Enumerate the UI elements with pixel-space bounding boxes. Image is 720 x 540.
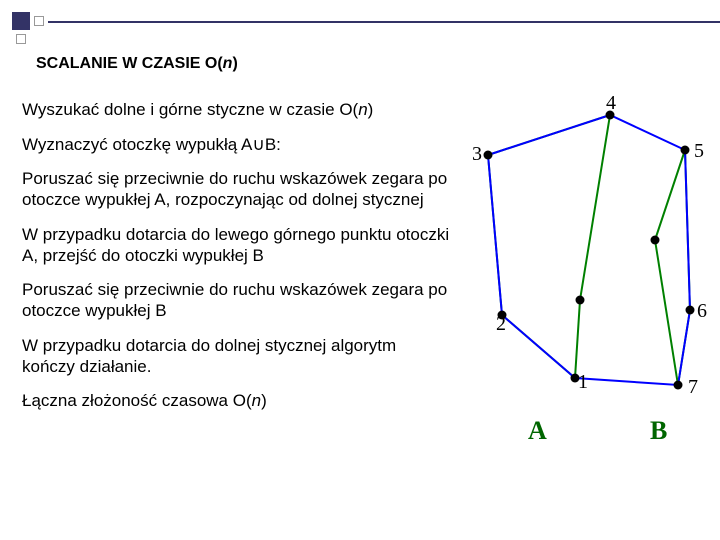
title-prefix: SCALANIE W CZASIE O( — [36, 55, 223, 72]
p2-prefix: Wyznaczyć otoczkę wypukłą A — [22, 135, 252, 154]
inner-hull-b — [655, 150, 690, 385]
p1-suffix: ) — [368, 100, 374, 119]
title-suffix: ) — [232, 55, 237, 72]
paragraph-3: Poruszać się przeciwnie do ruchu wskazów… — [22, 169, 452, 210]
point-label-B5: 5 — [694, 140, 704, 163]
point-Bi — [651, 236, 660, 245]
inner-hull-a — [488, 115, 610, 378]
p2-suffix: B: — [265, 135, 281, 154]
body-text: Wyszukać dolne i górne styczne w czasie … — [22, 100, 452, 426]
paragraph-6: W przypadku dotarcia do dolnej stycznej … — [22, 336, 452, 377]
point-Ai — [576, 296, 585, 305]
paragraph-1: Wyszukać dolne i górne styczne w czasie … — [22, 100, 452, 121]
point-label-B7: 7 — [688, 376, 698, 399]
p7-prefix: Łączna złożoność czasowa O( — [22, 391, 252, 410]
title-ital: n — [223, 55, 233, 72]
set-label-b: B — [650, 416, 667, 446]
p7-suffix: ) — [261, 391, 267, 410]
point-B7 — [674, 381, 683, 390]
top-divider — [48, 21, 720, 23]
point-label-A1: 1 — [578, 371, 588, 394]
p1-ital: n — [358, 100, 367, 119]
deco-square-small-bottom — [16, 34, 26, 44]
point-label-A4: 4 — [606, 92, 616, 115]
paragraph-5: Poruszać się przeciwnie do ruchu wskazów… — [22, 280, 452, 321]
point-A3 — [484, 151, 493, 160]
p2-union: ∪ — [252, 135, 264, 154]
slide-title: SCALANIE W CZASIE O(n) — [36, 55, 238, 73]
diagram-svg — [460, 100, 710, 460]
paragraph-7: Łączna złożoność czasowa O(n) — [22, 391, 452, 412]
set-label-a: A — [528, 416, 547, 446]
point-label-B6: 6 — [697, 300, 707, 323]
paragraph-4: W przypadku dotarcia do lewego górnego p… — [22, 225, 452, 266]
point-B6 — [686, 306, 695, 315]
p1-prefix: Wyszukać dolne i górne styczne w czasie … — [22, 100, 358, 119]
p7-ital: n — [252, 391, 261, 410]
point-label-A2: 2 — [496, 313, 506, 336]
hull-diagram: 1234567AB — [460, 100, 710, 460]
deco-square-small-right — [34, 16, 44, 26]
point-B5 — [681, 146, 690, 155]
point-label-A3: 3 — [472, 143, 482, 166]
deco-square-large — [12, 12, 30, 30]
paragraph-2: Wyznaczyć otoczkę wypukłą A∪B: — [22, 135, 452, 156]
